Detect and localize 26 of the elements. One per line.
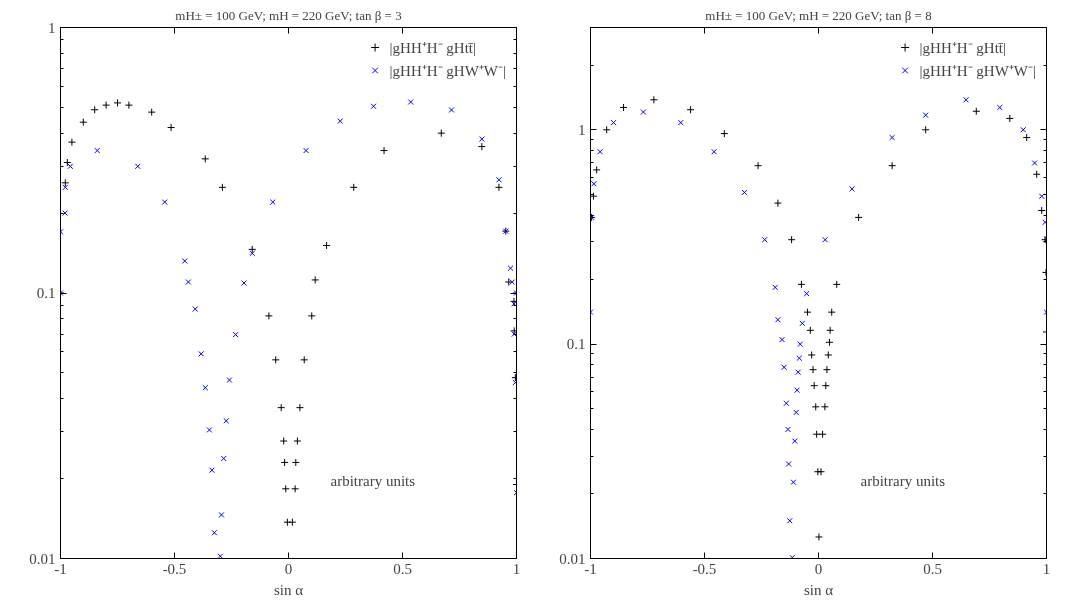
y-tick-label: 0.01 xyxy=(559,550,586,567)
y-tick-label: 1 xyxy=(578,121,586,138)
x-axis-title: sin α xyxy=(273,581,304,598)
y-tick-label: 0.1 xyxy=(36,285,56,301)
x-tick-label: -0.5 xyxy=(162,560,187,577)
x-tick-label: 0.5 xyxy=(393,560,412,577)
x-tick-label: -1 xyxy=(54,560,67,577)
annotation: arbitrary units xyxy=(330,472,416,489)
legend-label: |gHH⁺H⁻ gHW⁺W⁻| xyxy=(389,62,506,80)
x-tick-label: 1 xyxy=(1042,560,1051,577)
y-tick-label: 1 xyxy=(48,19,56,36)
legend-label: |gHH⁺H⁻ gHtt̄| xyxy=(919,39,1007,57)
y-tick-label: 0.1 xyxy=(566,336,586,353)
x-tick-label: 1 xyxy=(512,560,521,577)
chart-title: mH± = 100 GeV; mH = 220 GeV; tan β = 8 xyxy=(705,7,932,23)
x-axis-title: sin α xyxy=(803,581,834,598)
chart-title: mH± = 100 GeV; mH = 220 GeV; tan β = 3 xyxy=(175,7,402,23)
legend-label: |gHH⁺H⁻ gHW⁺W⁻| xyxy=(919,62,1036,80)
y-tick-label: 0.01 xyxy=(29,550,56,567)
x-tick-label: 0 xyxy=(814,560,823,577)
x-tick-label: 0 xyxy=(284,560,293,577)
x-tick-label: -0.5 xyxy=(692,560,717,577)
annotation: arbitrary units xyxy=(860,472,946,489)
x-tick-label: -1 xyxy=(584,560,597,577)
x-tick-label: 0.5 xyxy=(923,560,942,577)
legend-label: |gHH⁺H⁻ gHtt̄| xyxy=(389,39,477,57)
